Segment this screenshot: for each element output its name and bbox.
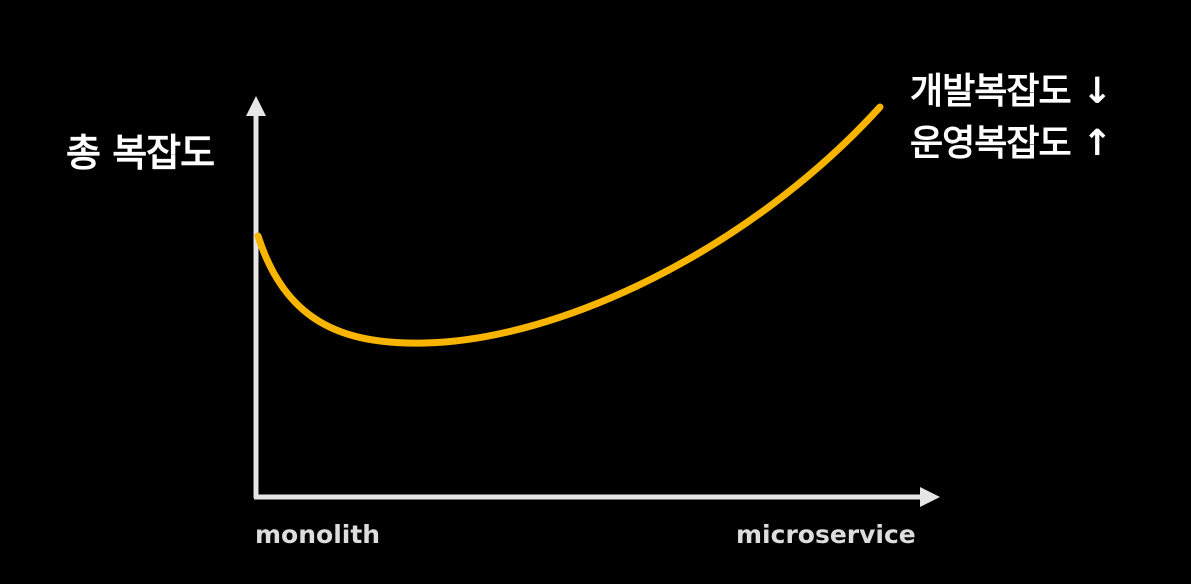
total-complexity-curve xyxy=(254,103,884,347)
annotation-ops-complexity: 운영복잡도 ↑ xyxy=(910,123,1112,164)
x-axis-arrow-icon xyxy=(920,487,940,507)
y-axis xyxy=(246,96,266,498)
x-axis xyxy=(254,487,940,507)
annotation-dev-complexity: 개발복잡도 ↓ xyxy=(910,71,1112,112)
x-axis-label-microservice: microservice xyxy=(736,520,916,549)
y-axis-label: 총 복잡도 xyxy=(66,131,215,175)
x-axis-label-monolith: monolith xyxy=(255,520,381,549)
y-axis-arrow-icon xyxy=(246,96,266,116)
